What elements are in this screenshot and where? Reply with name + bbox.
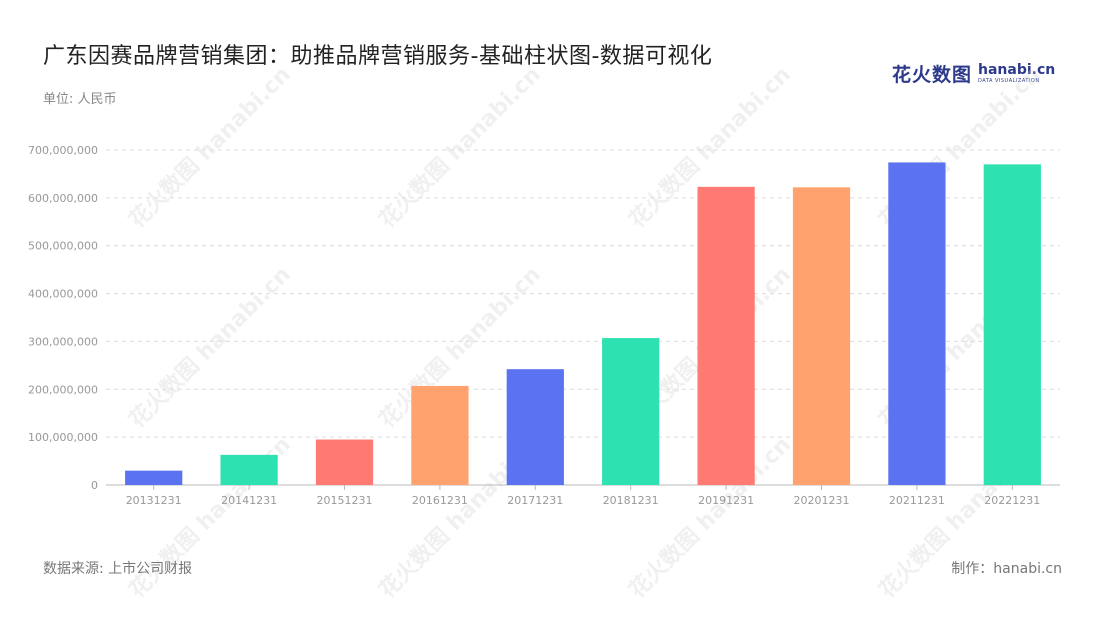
y-tick-label: 200,000,000 bbox=[28, 383, 98, 396]
x-tick-label: 20201231 bbox=[794, 494, 850, 507]
y-tick-label: 0 bbox=[91, 479, 98, 492]
x-tick-label: 20221231 bbox=[984, 494, 1040, 507]
y-tick-label: 400,000,000 bbox=[28, 288, 98, 301]
bar bbox=[506, 369, 564, 485]
logo-cn-text: 花火数图 bbox=[892, 64, 973, 86]
y-tick-label: 600,000,000 bbox=[28, 192, 98, 205]
x-tick-label: 20171231 bbox=[507, 494, 563, 507]
y-tick-label: 500,000,000 bbox=[28, 240, 98, 253]
data-source: 数据来源: 上市公司财报 bbox=[43, 561, 193, 577]
bar bbox=[125, 470, 183, 485]
bar bbox=[792, 187, 851, 486]
x-tick-label: 20141231 bbox=[221, 494, 277, 507]
bar bbox=[888, 162, 946, 485]
x-tick-label: 20131231 bbox=[126, 494, 182, 507]
x-tick-label: 20151231 bbox=[317, 494, 373, 507]
bar bbox=[220, 454, 278, 485]
credit-label: 制作：hanabi.cn bbox=[951, 561, 1062, 577]
x-tick-label: 20181231 bbox=[603, 494, 659, 507]
bar bbox=[602, 338, 660, 485]
y-tick-label: 100,000,000 bbox=[28, 431, 98, 444]
unit-label: 单位: 人民币 bbox=[43, 92, 117, 107]
logo-en-block: hanabi.cn DATA VISUALIZATION bbox=[978, 63, 1055, 84]
x-tick-label: 20191231 bbox=[698, 494, 754, 507]
y-tick-label: 700,000,000 bbox=[28, 144, 98, 157]
x-tick-label: 20211231 bbox=[889, 494, 945, 507]
chart-title: 广东因赛品牌营销集团：助推品牌营销服务-基础柱状图-数据可视化 bbox=[43, 44, 713, 69]
x-tick-label: 20161231 bbox=[412, 494, 468, 507]
logo-sub-text: DATA VISUALIZATION bbox=[978, 78, 1040, 84]
bar bbox=[315, 439, 374, 485]
bar bbox=[697, 186, 755, 485]
bar bbox=[411, 385, 469, 485]
logo-en-text: hanabi.cn bbox=[978, 62, 1056, 78]
y-tick-label: 300,000,000 bbox=[28, 335, 98, 348]
brand-logo: 花火数图 hanabi.cn DATA VISUALIZATION bbox=[892, 60, 1055, 87]
bar bbox=[983, 164, 1041, 485]
